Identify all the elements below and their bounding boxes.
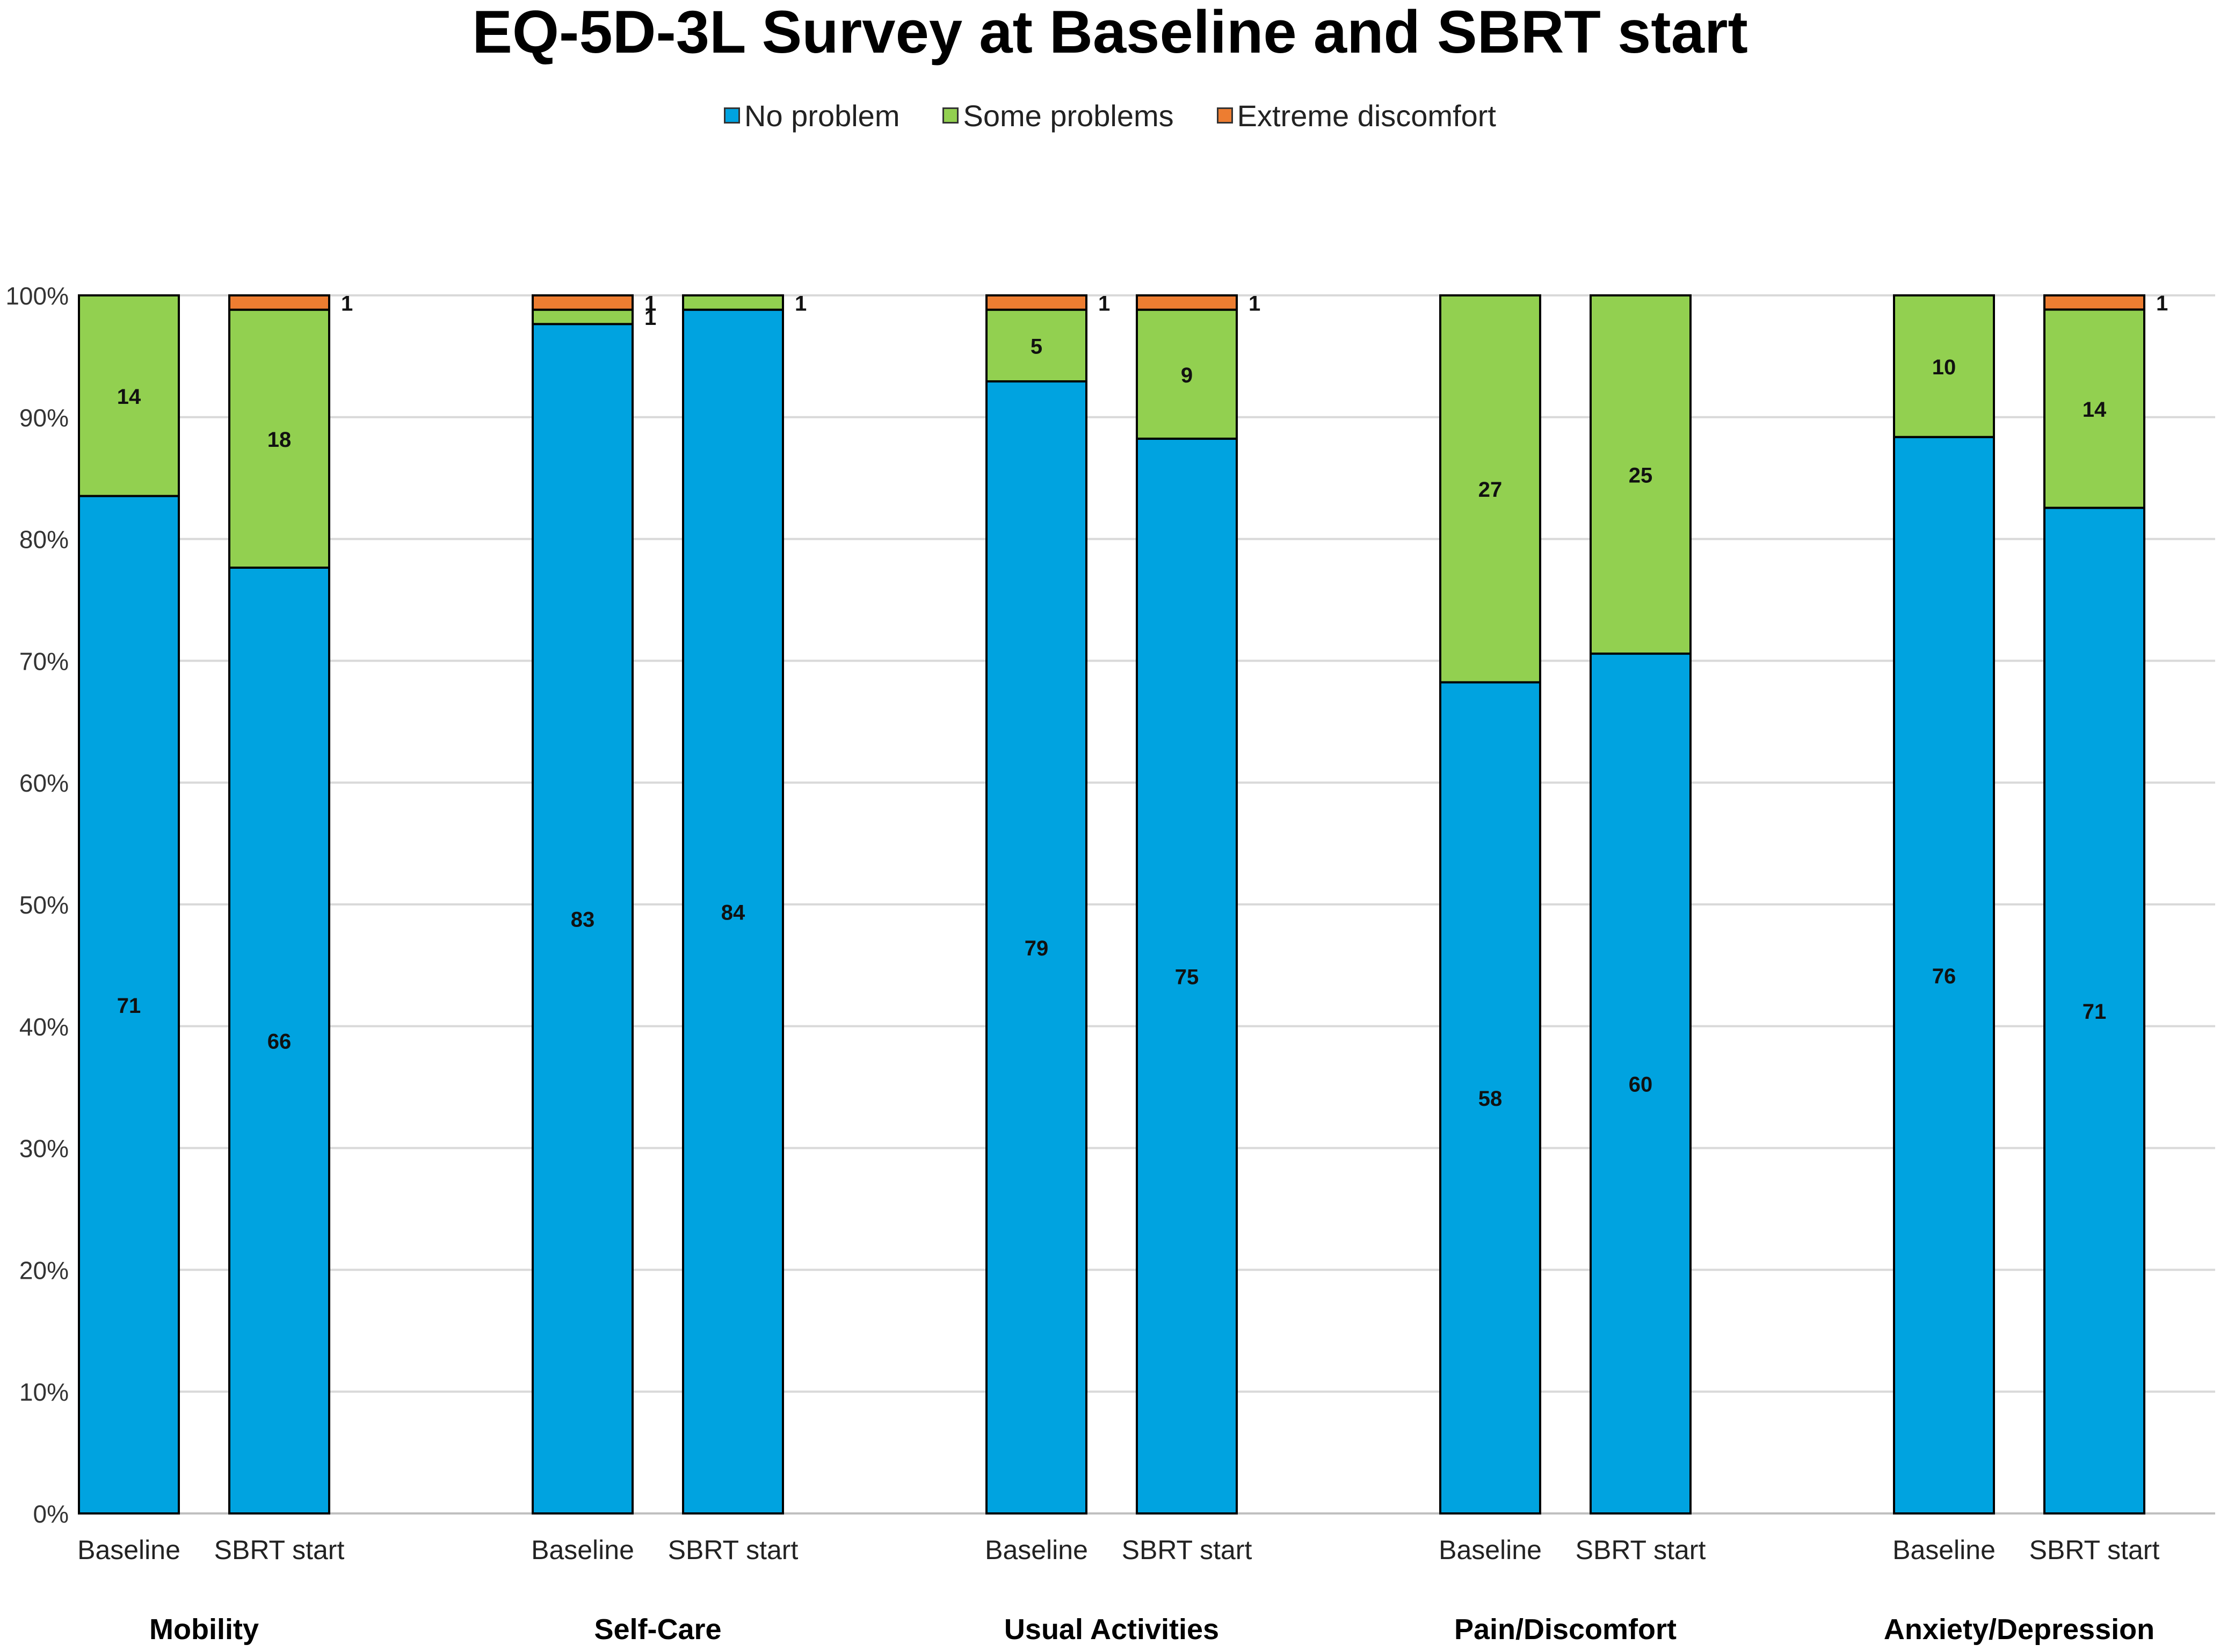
y-tick-label-60: 60%	[19, 769, 69, 797]
data-label-anxiety-depression-sbrt-start-extreme-discomfort: 1	[2156, 292, 2168, 315]
data-label-pain-discomfort-baseline-no-problem: 58	[1478, 1087, 1503, 1111]
y-tick-label-40: 40%	[19, 1013, 69, 1041]
data-label-anxiety-depression-sbrt-start-some-problems: 14	[2083, 398, 2107, 422]
bar-usual-activities-baseline-no-problem	[985, 380, 1087, 1515]
y-tick-label-0: 0%	[33, 1500, 69, 1528]
bar-mobility-sbrt-start-extreme-discomfort	[228, 294, 330, 311]
bar-mobility-baseline-no-problem	[78, 495, 180, 1515]
bar-pain-discomfort-baseline-some-problems	[1439, 294, 1541, 684]
legend: No problem Some problems Extreme discomf…	[0, 94, 2220, 137]
group-label-anxiety-depression: Anxiety/Depression	[1884, 1613, 2154, 1646]
y-tick-label-20: 20%	[19, 1256, 69, 1284]
bar-anxiety-depression-sbrt-start-extreme-discomfort	[2043, 294, 2145, 311]
group-label-self-care: Self-Care	[594, 1613, 721, 1646]
y-tick-label-80: 80%	[19, 526, 69, 554]
x-tick-label-anxiety-depression-sbrt-start: SBRT start	[2029, 1535, 2160, 1565]
x-tick-label-pain-discomfort-sbrt-start: SBRT start	[1576, 1535, 1706, 1565]
bar-self-care-baseline-some-problems	[532, 308, 634, 325]
bar-usual-activities-sbrt-start-extreme-discomfort	[1136, 294, 1238, 311]
data-label-pain-discomfort-sbrt-start-some-problems: 25	[1629, 464, 1653, 488]
y-tick-label-10: 10%	[19, 1378, 69, 1406]
bar-pain-discomfort-baseline-no-problem	[1439, 681, 1541, 1515]
x-tick-label-self-care-sbrt-start: SBRT start	[668, 1535, 799, 1565]
y-tick-label-90: 90%	[19, 404, 69, 432]
bar-self-care-sbrt-start-some-problems	[682, 294, 784, 311]
x-tick-label-mobility-sbrt-start: SBRT start	[214, 1535, 345, 1565]
data-label-mobility-sbrt-start-no-problem: 66	[267, 1030, 292, 1053]
legend-swatch-extreme-discomfort	[1216, 107, 1233, 124]
data-label-usual-activities-baseline-no-problem: 79	[1025, 937, 1049, 960]
data-label-mobility-sbrt-start-some-problems: 18	[267, 428, 292, 452]
bar-anxiety-depression-sbrt-start-some-problems	[2043, 308, 2145, 509]
legend-label-some-problems: Some problems	[963, 98, 1174, 133]
group-label-mobility: Mobility	[149, 1613, 259, 1646]
data-label-usual-activities-sbrt-start-extreme-discomfort: 1	[1249, 292, 1260, 315]
data-label-self-care-baseline-extreme-discomfort: 1	[644, 292, 656, 315]
bar-anxiety-depression-baseline-no-problem	[1893, 436, 1995, 1515]
bar-mobility-baseline-some-problems	[78, 294, 180, 497]
bar-usual-activities-baseline-extreme-discomfort	[985, 294, 1087, 311]
group-label-usual-activities: Usual Activities	[1004, 1613, 1219, 1646]
legend-item-some-problems: Some problems	[942, 98, 1174, 133]
x-tick-label-mobility-baseline: Baseline	[77, 1535, 180, 1565]
data-label-pain-discomfort-sbrt-start-no-problem: 60	[1629, 1073, 1653, 1097]
data-label-self-care-baseline-no-problem: 83	[571, 908, 595, 932]
bar-usual-activities-sbrt-start-no-problem	[1136, 437, 1238, 1515]
y-tick-label-100: 100%	[5, 282, 69, 310]
bar-mobility-sbrt-start-no-problem	[228, 566, 330, 1515]
data-label-mobility-baseline-no-problem: 71	[117, 994, 141, 1018]
legend-swatch-no-problem	[724, 107, 740, 124]
bar-mobility-sbrt-start-some-problems	[228, 308, 330, 569]
y-tick-label-70: 70%	[19, 647, 69, 675]
y-tick-label-50: 50%	[19, 891, 69, 919]
bar-self-care-baseline-extreme-discomfort	[532, 294, 634, 311]
bar-anxiety-depression-sbrt-start-no-problem	[2043, 506, 2145, 1515]
data-label-anxiety-depression-sbrt-start-no-problem: 71	[2083, 1000, 2107, 1024]
legend-label-no-problem: No problem	[744, 98, 900, 133]
bar-pain-discomfort-sbrt-start-some-problems	[1590, 294, 1692, 655]
x-tick-label-usual-activities-baseline: Baseline	[985, 1535, 1088, 1565]
legend-label-extreme-discomfort: Extreme discomfort	[1237, 98, 1496, 133]
data-label-mobility-sbrt-start-extreme-discomfort: 1	[341, 292, 353, 315]
bar-usual-activities-baseline-some-problems	[985, 308, 1087, 383]
data-label-self-care-sbrt-start-some-problems: 1	[795, 292, 807, 315]
group-label-pain-discomfort: Pain/Discomfort	[1454, 1613, 1677, 1646]
bar-self-care-sbrt-start-no-problem	[682, 308, 784, 1515]
y-tick-label-30: 30%	[19, 1135, 69, 1163]
data-label-mobility-baseline-some-problems: 14	[117, 385, 141, 409]
chart-title: EQ-5D-3L Survey at Baseline and SBRT sta…	[472, 0, 1748, 66]
x-tick-label-self-care-baseline: Baseline	[531, 1535, 634, 1565]
data-label-anxiety-depression-baseline-no-problem: 76	[1932, 965, 1956, 988]
data-label-usual-activities-sbrt-start-some-problems: 9	[1181, 364, 1193, 387]
bar-anxiety-depression-baseline-some-problems	[1893, 294, 1995, 438]
bar-self-care-baseline-no-problem	[532, 323, 634, 1515]
data-label-usual-activities-sbrt-start-no-problem: 75	[1175, 965, 1199, 989]
data-label-usual-activities-baseline-some-problems: 5	[1031, 335, 1042, 358]
legend-swatch-some-problems	[942, 107, 959, 124]
data-label-anxiety-depression-baseline-some-problems: 10	[1932, 356, 1956, 379]
legend-item-extreme-discomfort: Extreme discomfort	[1216, 98, 1496, 133]
bar-usual-activities-sbrt-start-some-problems	[1136, 308, 1238, 440]
legend-item-no-problem: No problem	[724, 98, 899, 133]
data-label-self-care-sbrt-start-no-problem: 84	[721, 901, 745, 924]
data-label-pain-discomfort-baseline-some-problems: 27	[1478, 478, 1503, 502]
x-tick-label-anxiety-depression-baseline: Baseline	[1892, 1535, 1996, 1565]
data-label-self-care-baseline-some-problems: 1	[644, 306, 656, 330]
x-tick-label-pain-discomfort-baseline: Baseline	[1439, 1535, 1542, 1565]
x-tick-label-usual-activities-sbrt-start: SBRT start	[1122, 1535, 1252, 1565]
data-label-usual-activities-baseline-extreme-discomfort: 1	[1098, 292, 1110, 315]
